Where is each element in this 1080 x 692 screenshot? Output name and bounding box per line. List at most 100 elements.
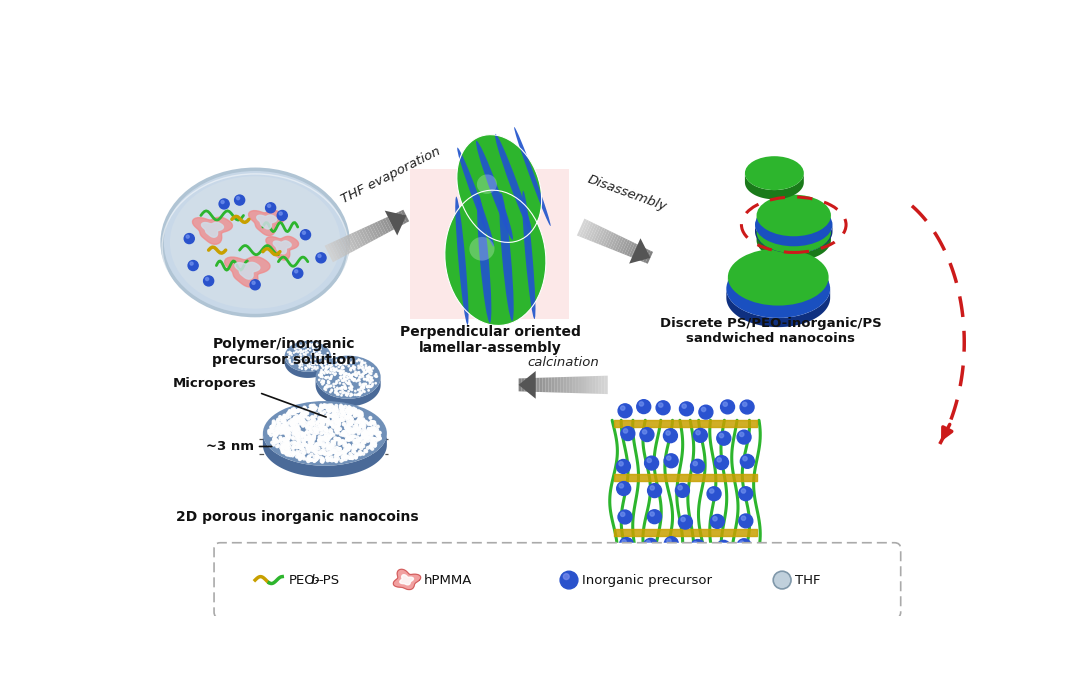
Circle shape [292,426,294,428]
Circle shape [324,453,327,455]
Circle shape [326,456,329,459]
Ellipse shape [456,197,469,325]
Circle shape [323,381,324,382]
Circle shape [362,366,364,367]
Circle shape [363,362,364,363]
Polygon shape [325,244,336,262]
Polygon shape [530,378,534,392]
Polygon shape [596,228,605,244]
Circle shape [320,405,323,408]
Circle shape [318,451,321,454]
Circle shape [741,455,754,468]
Circle shape [343,450,346,453]
Circle shape [280,428,283,431]
Circle shape [353,440,355,443]
Polygon shape [549,377,551,392]
Circle shape [345,385,346,386]
Circle shape [618,510,632,524]
Circle shape [337,418,340,421]
Circle shape [737,430,751,444]
Circle shape [350,383,351,385]
Polygon shape [537,378,539,392]
Circle shape [302,419,305,422]
Circle shape [349,427,351,430]
Circle shape [311,439,313,442]
Polygon shape [646,251,653,264]
Circle shape [278,210,287,221]
Circle shape [370,373,372,374]
Circle shape [328,405,332,408]
Circle shape [316,253,326,263]
Circle shape [341,388,342,390]
Circle shape [326,385,327,386]
Circle shape [298,439,300,442]
Circle shape [370,379,373,380]
Circle shape [320,419,322,422]
Circle shape [355,453,359,455]
Circle shape [252,282,255,284]
Circle shape [328,404,330,407]
Circle shape [346,388,347,390]
Circle shape [283,448,286,450]
Circle shape [310,453,313,456]
Circle shape [342,390,343,392]
Circle shape [311,423,314,426]
Circle shape [315,443,318,446]
Circle shape [323,404,326,407]
Circle shape [303,444,307,446]
Circle shape [324,426,327,429]
Circle shape [370,429,373,432]
Polygon shape [372,223,381,237]
Polygon shape [598,228,607,245]
Circle shape [361,386,363,388]
Circle shape [619,484,623,488]
Circle shape [280,438,282,441]
Circle shape [301,434,305,437]
Circle shape [644,538,658,552]
Circle shape [650,512,654,516]
Circle shape [350,438,352,440]
Circle shape [322,422,325,425]
Circle shape [307,445,310,447]
Circle shape [621,512,625,516]
Circle shape [340,360,342,361]
Circle shape [286,435,288,437]
Circle shape [359,439,361,441]
Circle shape [294,441,296,444]
Circle shape [271,430,273,432]
Circle shape [359,394,360,395]
Polygon shape [591,226,600,242]
Circle shape [348,439,350,441]
Circle shape [326,421,329,424]
Circle shape [348,423,350,426]
Circle shape [645,456,659,470]
Circle shape [324,428,327,430]
Circle shape [302,457,306,460]
Text: 2D porous inorganic nanocoins: 2D porous inorganic nanocoins [176,509,419,524]
Circle shape [366,367,367,369]
Circle shape [296,417,299,419]
Circle shape [355,375,357,376]
Circle shape [302,408,305,410]
Circle shape [372,441,374,443]
Circle shape [362,364,363,365]
Circle shape [307,417,310,420]
Circle shape [354,445,357,448]
Circle shape [338,453,340,455]
Circle shape [356,373,357,374]
Circle shape [329,366,332,367]
Circle shape [287,412,289,415]
Circle shape [338,424,340,426]
Circle shape [352,410,354,412]
Circle shape [360,360,361,361]
Circle shape [313,450,315,453]
Circle shape [281,425,284,428]
Circle shape [343,448,347,450]
Circle shape [352,378,353,379]
Ellipse shape [170,176,340,309]
Circle shape [666,456,671,460]
Circle shape [362,445,365,448]
Polygon shape [262,433,387,477]
Circle shape [308,408,311,411]
Circle shape [295,431,298,434]
